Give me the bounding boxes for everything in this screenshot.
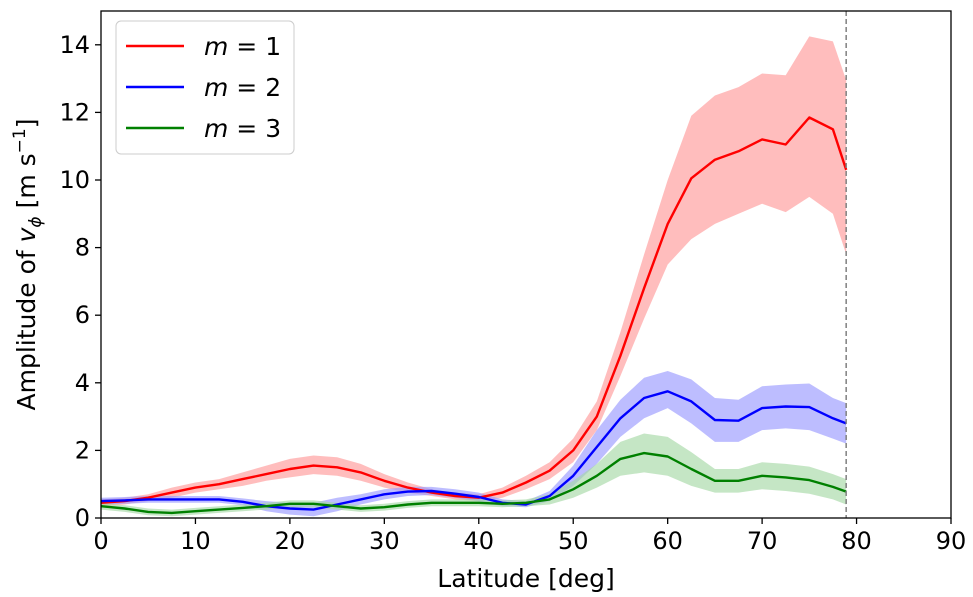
band-series-2 [101,371,847,517]
x-axis-ticks: 0 10 20 30 40 50 60 70 80 90 [93,518,966,555]
y-axis-label-exponent: −1 [10,128,30,153]
legend-label-series-1: m = 1 [204,32,281,61]
x-tick-label: 70 [747,527,778,555]
y-tick-label: 10 [59,166,90,194]
y-axis-ticks: 0 2 4 6 8 10 12 14 [59,31,101,532]
y-axis-label-subscript: ϕ [26,216,46,227]
legend-label-series-2: m = 2 [204,73,281,102]
x-tick-label: 0 [93,527,108,555]
legend: m = 1 m = 2 m = 3 [115,20,295,155]
x-tick-label: 30 [369,527,400,555]
y-tick-label: 6 [75,301,90,329]
y-tick-label: 12 [59,98,90,126]
y-tick-label: 4 [75,369,90,397]
y-axis-label-variable: v [12,226,41,242]
plot-frame [100,10,952,519]
series-lines [100,116,848,515]
x-axis-label: Latitude [deg] [437,564,614,593]
x-tick-label: 60 [652,527,683,555]
y-axis-label-unit-close: ] [12,119,41,129]
y-tick-label: 2 [75,436,90,464]
y-axis-label: Amplitude of vϕ [m s−1] [10,119,46,411]
x-tick-label: 50 [558,527,589,555]
y-tick-label: 14 [59,31,90,59]
y-tick-label: 8 [75,234,90,262]
y-axis-label-unit-open: [m s [12,153,41,216]
band-series-1 [101,36,847,507]
legend-box [115,20,295,155]
legend-label-series-3: m = 3 [204,114,281,143]
y-tick-label: 0 [75,504,90,532]
line-series-3 [100,451,847,515]
line-series-2 [100,390,847,511]
x-tick-label: 20 [275,527,306,555]
x-tick-label: 80 [841,527,872,555]
y-axis-label-prefix: Amplitude of [12,242,41,410]
x-tick-label: 90 [936,527,967,555]
x-tick-label: 40 [464,527,495,555]
x-tick-label: 10 [180,527,211,555]
